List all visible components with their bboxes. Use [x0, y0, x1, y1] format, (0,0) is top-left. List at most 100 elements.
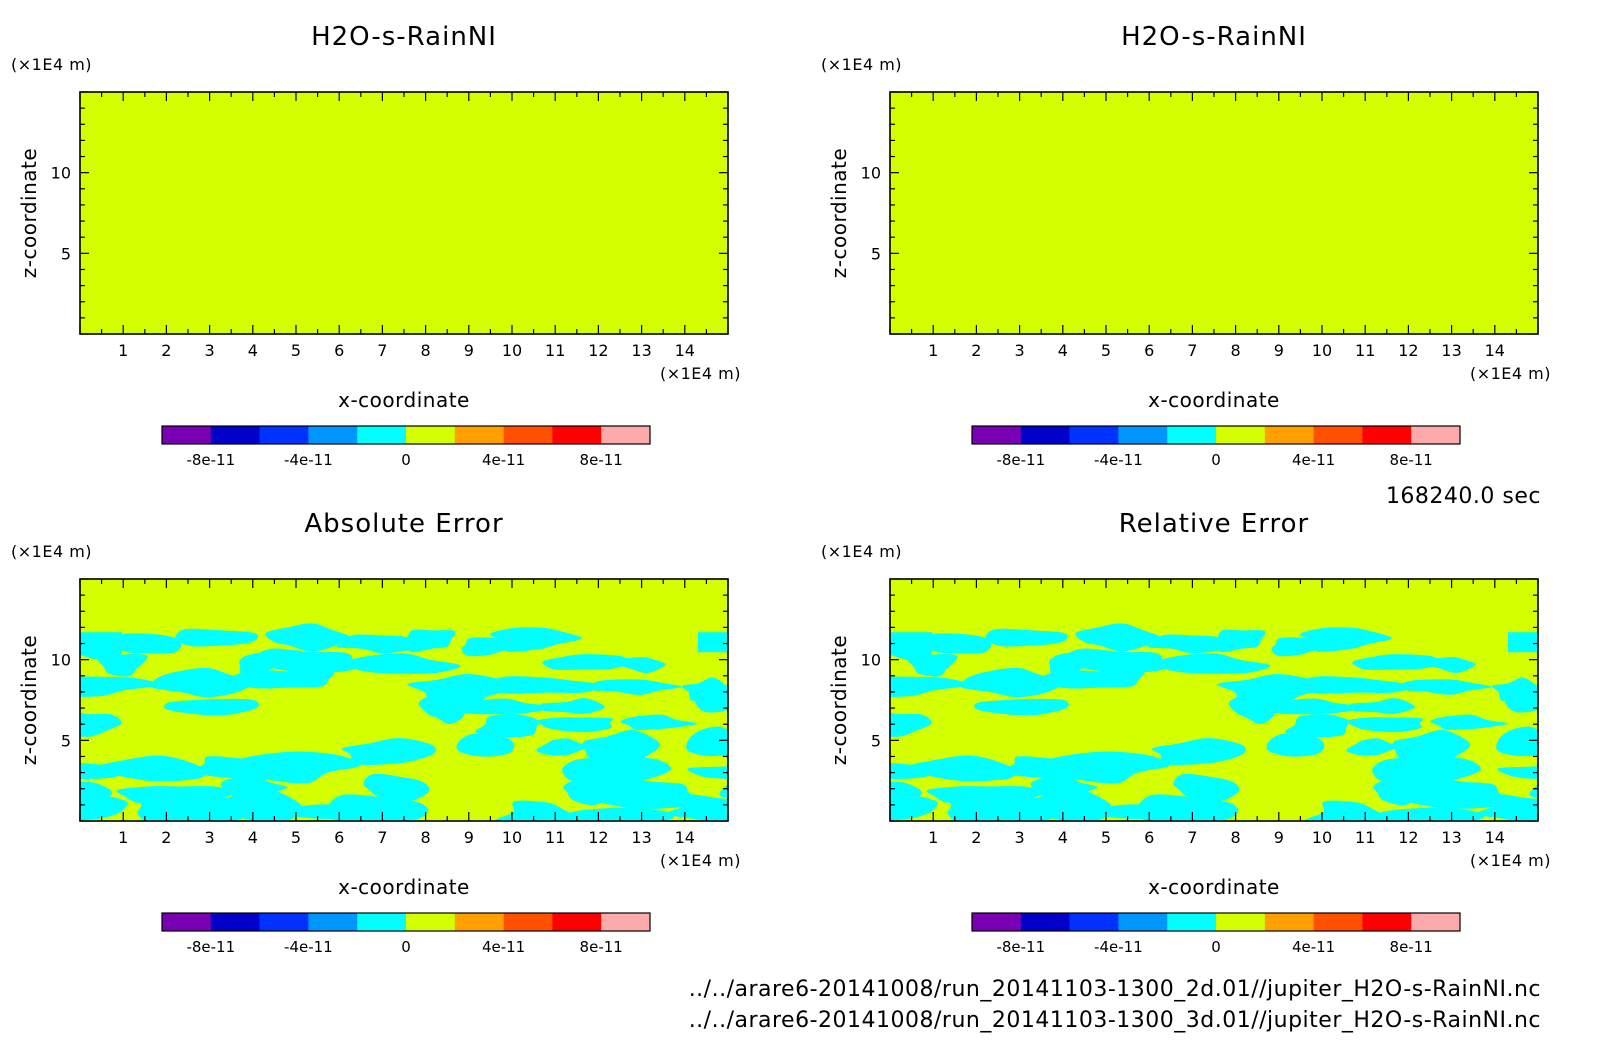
anomaly-patch [1497, 766, 1538, 779]
anomaly-patch [890, 632, 932, 655]
colorbar-segment [1362, 426, 1412, 444]
x-tick-label: 14 [675, 341, 695, 360]
anomaly-patch [1346, 738, 1397, 756]
anomaly-patch [577, 679, 682, 695]
colorbar: -8e-11 -4e-11 0 4e-11 8e-11 [971, 912, 1461, 956]
anomaly-patch [536, 738, 587, 756]
x-tick-label: 11 [545, 341, 565, 360]
x-tick-label: 4 [248, 341, 258, 360]
colorbar-frame [161, 912, 651, 932]
x-tick-label: 3 [1015, 341, 1025, 360]
anomaly-patch [582, 729, 661, 763]
y-axis-unit: (×1E4 m) [821, 55, 902, 74]
chart-title: H2O-s-RainNI [311, 22, 497, 52]
x-tick-label: 2 [161, 828, 171, 847]
anomaly-patch [1529, 784, 1538, 798]
x-axis-unit: (×1E4 m) [660, 364, 741, 383]
x-tick-label: 10 [502, 341, 522, 360]
anomaly-patch [475, 713, 539, 738]
colorbar-segment [601, 426, 651, 444]
x-tick-label: 3 [1015, 828, 1025, 847]
anomaly-patch [1508, 632, 1538, 653]
anomaly-patch [610, 657, 666, 673]
x-tick-label: 8 [421, 828, 431, 847]
x-tick-label: 8 [421, 341, 431, 360]
y-axis-unit: (×1E4 m) [11, 542, 92, 561]
anomaly-patch [1476, 794, 1538, 821]
anomaly-patch [341, 738, 436, 765]
x-axis-label: x-coordinate [338, 875, 470, 899]
colorbar-segment [503, 426, 553, 444]
anomaly-patch [265, 623, 351, 652]
anomaly-patch [590, 778, 700, 809]
colorbar-label: -8e-11 [186, 451, 235, 469]
colorbar-segment [552, 426, 602, 444]
colorbar-label: -4e-11 [284, 451, 333, 469]
y-tick-label: 10 [51, 164, 71, 183]
x-tick-label: 1 [118, 341, 128, 360]
y-axis-unit: (×1E4 m) [821, 542, 902, 561]
anomaly-patch [687, 766, 728, 779]
y-axis-unit: (×1E4 m) [11, 55, 92, 74]
y-tick-label: 5 [61, 731, 71, 750]
colorbar-segment [259, 426, 309, 444]
anomaly-patch [620, 714, 698, 731]
anomaly-patch [1266, 733, 1325, 757]
x-tick-label: 2 [971, 828, 981, 847]
colorbar-segment [1069, 913, 1119, 931]
anomaly-patch [1420, 657, 1476, 673]
anomaly-patch [1298, 676, 1410, 694]
colorbar-frame [971, 912, 1461, 932]
anomaly-patch [698, 632, 728, 653]
x-tick-label: 5 [291, 828, 301, 847]
chart-title: Relative Error [1119, 509, 1310, 539]
y-axis-label: z-coordinate [17, 635, 41, 765]
anomaly-patch [1249, 698, 1362, 715]
x-tick-label: 14 [1485, 828, 1505, 847]
anomaly-patches [890, 623, 1538, 821]
anomaly-patch [150, 667, 253, 698]
colorbar-label: 0 [401, 451, 411, 469]
anomaly-patch [985, 628, 1068, 647]
y-tick-label: 5 [871, 244, 881, 263]
x-tick-label: 7 [377, 828, 387, 847]
y-axis-label: z-coordinate [827, 148, 851, 278]
file-path-1: ../../arare6-20141008/run_20141103-1300_… [689, 977, 1541, 1002]
anomaly-patch [542, 654, 631, 670]
x-axis-label: x-coordinate [1148, 388, 1280, 412]
x-tick-label: 5 [1101, 828, 1111, 847]
colorbar-label: 4e-11 [1292, 938, 1335, 956]
colorbar-segment [406, 426, 456, 444]
x-axis-unit: (×1E4 m) [660, 851, 741, 870]
anomaly-patch [97, 755, 205, 782]
colorbar: -8e-11 -4e-11 0 4e-11 8e-11 [971, 425, 1461, 469]
anomaly-patch [1300, 627, 1392, 652]
x-tick-label: 10 [1312, 828, 1332, 847]
colorbar-segment [1118, 913, 1168, 931]
colorbar-label: -8e-11 [996, 451, 1045, 469]
file-path-2: ../../arare6-20141008/run_20141103-1300_… [689, 1008, 1541, 1033]
x-tick-label: 3 [205, 341, 215, 360]
colorbar-label: 4e-11 [482, 938, 525, 956]
anomaly-patch [890, 795, 938, 821]
anomaly-patches [80, 623, 728, 821]
chart-panel-1: 1 2 3 4 5 6 7 8 9 10 11 12 13 14510H2O-s-RainNI(×1E4 … [11, 22, 741, 469]
colorbar-segment [308, 426, 358, 444]
x-tick-label: 5 [1101, 341, 1111, 360]
x-tick-label: 11 [545, 828, 565, 847]
colorbar-segment [162, 913, 212, 931]
colorbar-segment [1313, 913, 1363, 931]
time-label: 168240.0 sec [1386, 484, 1541, 509]
anomaly-patch [1285, 713, 1349, 738]
colorbar-segment [1020, 426, 1070, 444]
anomaly-patch [1131, 794, 1239, 821]
x-tick-label: 8 [1231, 828, 1241, 847]
anomaly-patch [666, 794, 728, 821]
colorbar-segment [503, 913, 553, 931]
colorbar-segment [972, 913, 1022, 931]
anomaly-patch [104, 633, 182, 654]
colorbar-segment [1167, 426, 1217, 444]
colorbar-label: -4e-11 [1094, 938, 1143, 956]
colorbar-segment [162, 426, 212, 444]
anomaly-patch [175, 628, 258, 647]
